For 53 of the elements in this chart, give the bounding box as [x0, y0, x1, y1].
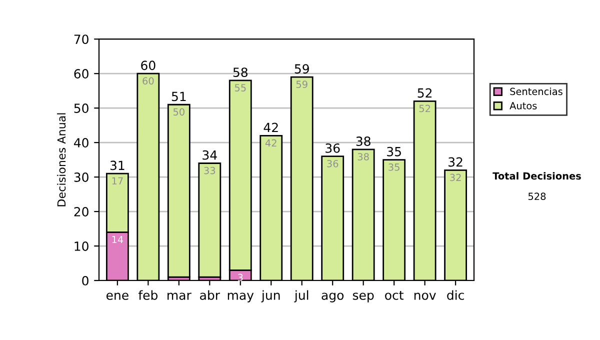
total-label: 51 [172, 92, 186, 102]
total-label: 36 [326, 143, 340, 153]
total-label: 58 [233, 68, 248, 78]
x-tick-label: sep [352, 292, 374, 302]
x-tick-label: ene [106, 292, 128, 300]
y-tick-label: 40 [74, 138, 88, 148]
x-tick-label: ago [322, 292, 344, 302]
legend-label: Autos [510, 102, 537, 110]
data-label: 52 [419, 104, 430, 112]
total-label: 32 [448, 157, 462, 167]
x-tick-label: dic [447, 290, 464, 300]
x-tick-label: oct [385, 290, 404, 300]
x-tick-label: jun [261, 290, 280, 302]
bar [198, 162, 222, 278]
x-tick-label: jul [294, 290, 308, 302]
data-label: 14 [112, 236, 124, 244]
y-tick-label: 10 [74, 241, 88, 251]
y-tick-label: 30 [74, 172, 88, 182]
x-tick-label: may [228, 292, 254, 302]
text: 528 [528, 192, 546, 200]
y-tick-label: 20 [74, 207, 88, 216]
total-label: 34 [202, 150, 217, 160]
total-label: 59 [294, 64, 309, 74]
bar [167, 104, 190, 278]
total-label: 31 [110, 160, 124, 170]
data-label: 35 [388, 163, 400, 171]
data-label: 38 [358, 153, 369, 160]
data-label: 59 [296, 80, 308, 88]
total-label: 38 [356, 136, 370, 146]
y-axis-title: Decisiones Anual [57, 113, 66, 206]
data-label: 3 [238, 274, 243, 282]
x-tick-label: abr [200, 290, 220, 300]
total-label: 35 [387, 146, 401, 156]
data-label: 33 [204, 166, 216, 174]
x-tick-label: mar [168, 292, 192, 300]
data-label: 50 [173, 108, 184, 116]
data-label: 55 [234, 84, 246, 92]
legend-label: Sentencias [510, 88, 562, 96]
data-label: 60 [142, 77, 154, 85]
data-label: 17 [112, 177, 123, 184]
text: Total Decisiones [492, 172, 581, 180]
x-tick-label: feb [138, 290, 158, 300]
x-tick-label: nov [414, 292, 436, 300]
total-label: 60 [141, 60, 156, 70]
y-tick-label: 60 [74, 69, 88, 79]
data-label: 42 [265, 139, 276, 146]
total-label: 52 [418, 88, 432, 98]
y-tick-label: 70 [74, 34, 88, 44]
data-label: 32 [450, 174, 461, 182]
total-label: 42 [264, 122, 278, 132]
y-tick-label: 0 [82, 276, 88, 286]
y-tick-label: 50 [74, 104, 88, 113]
data-label: 36 [327, 160, 338, 168]
